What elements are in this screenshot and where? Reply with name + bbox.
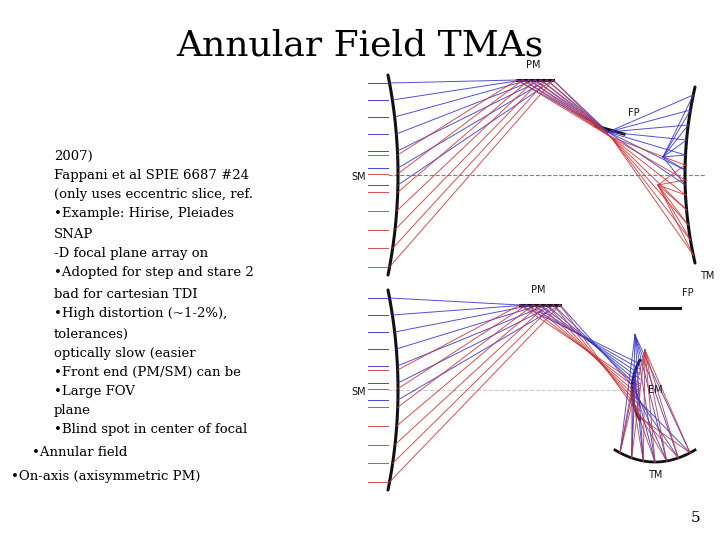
Text: •Annular field: •Annular field (32, 446, 127, 458)
Text: plane: plane (54, 404, 91, 417)
Text: •Adopted for step and stare 2: •Adopted for step and stare 2 (54, 266, 253, 279)
Text: Annular Field TMAs: Annular Field TMAs (176, 28, 544, 62)
Text: PM: PM (526, 60, 540, 70)
Text: PM: PM (531, 285, 545, 295)
Text: SM: SM (351, 387, 366, 397)
Text: TM: TM (648, 470, 662, 480)
Text: tolerances): tolerances) (54, 328, 129, 341)
Text: -D focal plane array on: -D focal plane array on (54, 247, 208, 260)
Text: TM: TM (700, 271, 714, 281)
Text: 5: 5 (690, 511, 700, 525)
Text: Fappani et al SPIE 6687 #24: Fappani et al SPIE 6687 #24 (54, 169, 249, 182)
Text: •Blind spot in center of focal: •Blind spot in center of focal (54, 423, 247, 436)
Text: bad for cartesian TDI: bad for cartesian TDI (54, 288, 197, 301)
Text: SNAP: SNAP (54, 228, 94, 241)
Text: (only uses eccentric slice, ref.: (only uses eccentric slice, ref. (54, 188, 253, 201)
Text: EM: EM (648, 385, 662, 395)
Text: FP: FP (628, 108, 639, 118)
Text: •Front end (PM/SM) can be: •Front end (PM/SM) can be (54, 366, 241, 379)
Text: •Large FOV: •Large FOV (54, 385, 135, 398)
Text: •High distortion (~1-2%),: •High distortion (~1-2%), (54, 307, 228, 320)
Text: 2007): 2007) (54, 150, 93, 163)
Text: •On-axis (axisymmetric PM): •On-axis (axisymmetric PM) (11, 470, 200, 483)
Text: FP: FP (682, 288, 693, 298)
Text: SM: SM (351, 172, 366, 182)
Text: •Example: Hirise, Pleiades: •Example: Hirise, Pleiades (54, 207, 234, 220)
Text: optically slow (easier: optically slow (easier (54, 347, 196, 360)
